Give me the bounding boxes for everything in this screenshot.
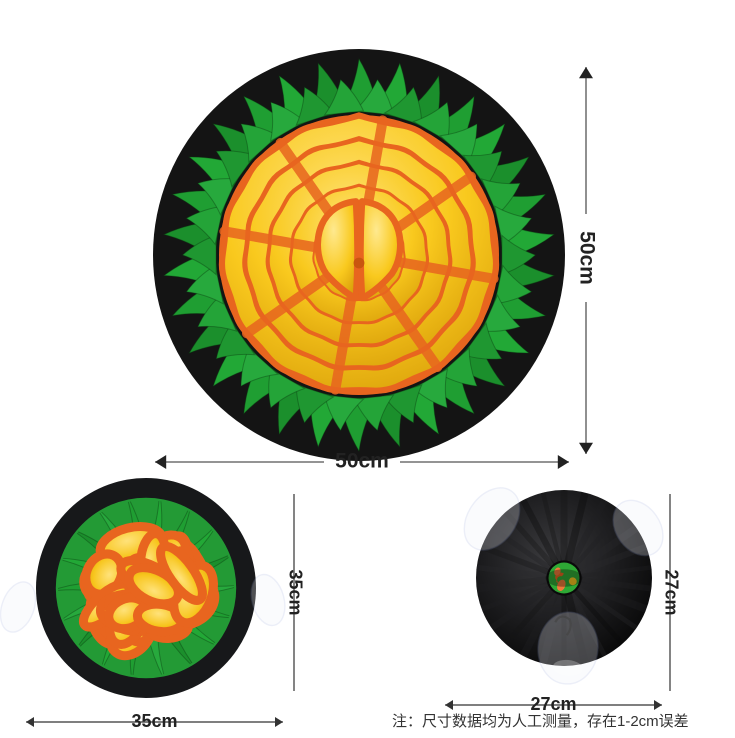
svg-text:35cm: 35cm: [131, 711, 177, 731]
svg-text:35cm: 35cm: [285, 569, 305, 615]
svg-text:50cm: 50cm: [335, 450, 389, 473]
svg-text:注：尺寸数据均为人工测量，存在1-2cm误差: 注：尺寸数据均为人工测量，存在1-2cm误差: [392, 713, 689, 730]
svg-text:27cm: 27cm: [661, 569, 681, 615]
svg-text:50cm: 50cm: [575, 231, 598, 285]
svg-text:27cm: 27cm: [530, 694, 576, 714]
